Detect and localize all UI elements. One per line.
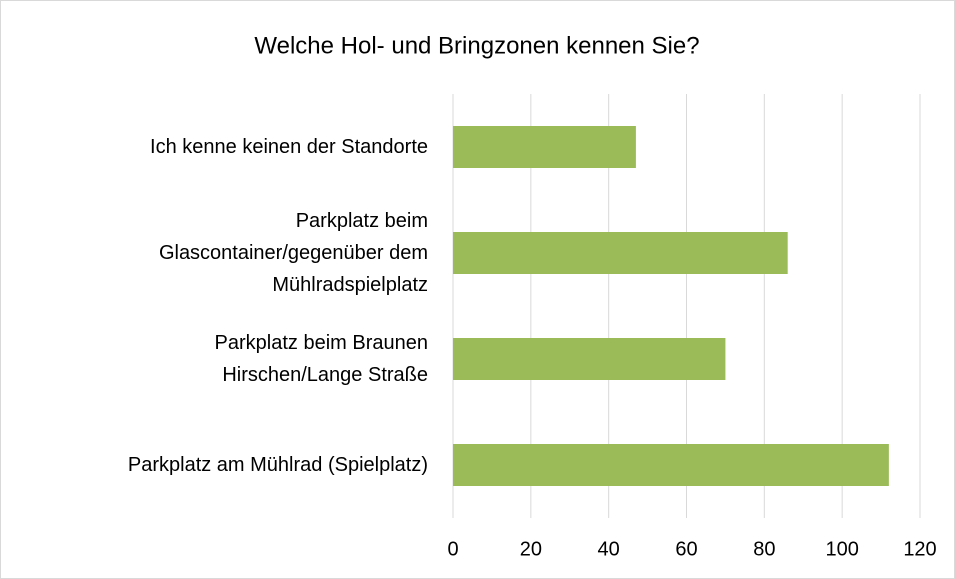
y-tick-label: Ich kenne keinen der Standorte: [150, 136, 428, 158]
x-tick-label: 100: [825, 538, 858, 560]
bar: [453, 338, 726, 380]
x-tick-label: 120: [903, 538, 936, 560]
chart-title: Welche Hol- und Bringzonen kennen Sie?: [254, 32, 699, 59]
y-tick-label: Parkplatz am Mühlrad (Spielplatz): [127, 454, 428, 476]
y-tick-label: Parkplatz beim Glascontainer/gegenüber d…: [158, 210, 428, 296]
bar: [453, 444, 889, 486]
y-tick-label: Parkplatz beim Braunen Hirschen/Lange St…: [214, 332, 428, 386]
bar: [453, 232, 788, 274]
x-tick-label: 0: [447, 538, 458, 560]
x-tick-label: 80: [753, 538, 775, 560]
x-tick-label: 60: [675, 538, 697, 560]
x-tick-label: 20: [520, 538, 542, 560]
x-tick-label: 40: [598, 538, 620, 560]
bar: [453, 126, 636, 168]
